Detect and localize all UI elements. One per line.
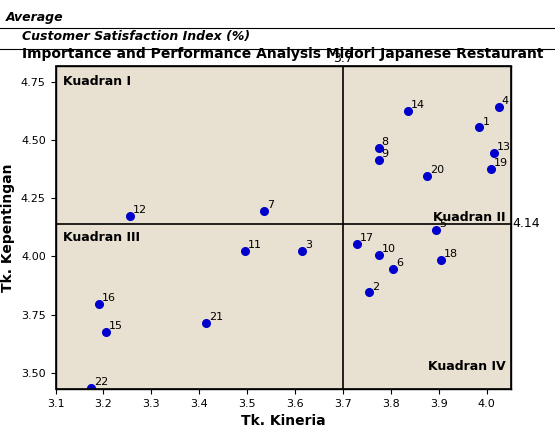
Text: 11: 11 (248, 240, 261, 249)
Text: 15: 15 (109, 321, 123, 331)
Text: 3.7: 3.7 (333, 52, 353, 65)
Text: 4: 4 (502, 96, 508, 105)
Text: 1: 1 (482, 116, 490, 127)
Text: 22: 22 (94, 377, 109, 387)
Text: Kuadran IV: Kuadran IV (428, 360, 506, 373)
Text: 8: 8 (382, 137, 389, 147)
Text: 18: 18 (444, 249, 458, 259)
Text: 14: 14 (411, 100, 425, 110)
Text: 20: 20 (430, 165, 444, 176)
Text: 3: 3 (305, 240, 312, 249)
Y-axis label: Tk. Kepentingan: Tk. Kepentingan (1, 163, 16, 292)
Text: 10: 10 (382, 244, 396, 254)
Text: 21: 21 (209, 312, 224, 322)
Text: Kuadran II: Kuadran II (433, 211, 506, 224)
Text: 12: 12 (133, 205, 147, 215)
Text: Average: Average (6, 11, 63, 24)
Text: 2: 2 (372, 281, 379, 292)
X-axis label: Tk. Kinerja: Tk. Kinerja (241, 414, 325, 425)
Text: 7: 7 (267, 200, 274, 210)
Text: 9: 9 (382, 149, 389, 159)
Text: Kuadran III: Kuadran III (63, 231, 140, 244)
Title: Importance and Performance Analysis Midori Japanese Restaurant: Importance and Performance Analysis Mido… (22, 47, 544, 60)
Text: 17: 17 (360, 233, 374, 243)
Text: 13: 13 (497, 142, 511, 152)
Text: Customer Satisfaction Index (%): Customer Satisfaction Index (%) (22, 30, 250, 43)
Text: Kuadran I: Kuadran I (63, 75, 130, 88)
Text: 19: 19 (495, 159, 508, 168)
Text: 4.14: 4.14 (512, 218, 539, 230)
Text: 16: 16 (102, 293, 115, 303)
Text: 6: 6 (396, 258, 403, 268)
Text: 5: 5 (439, 219, 446, 229)
